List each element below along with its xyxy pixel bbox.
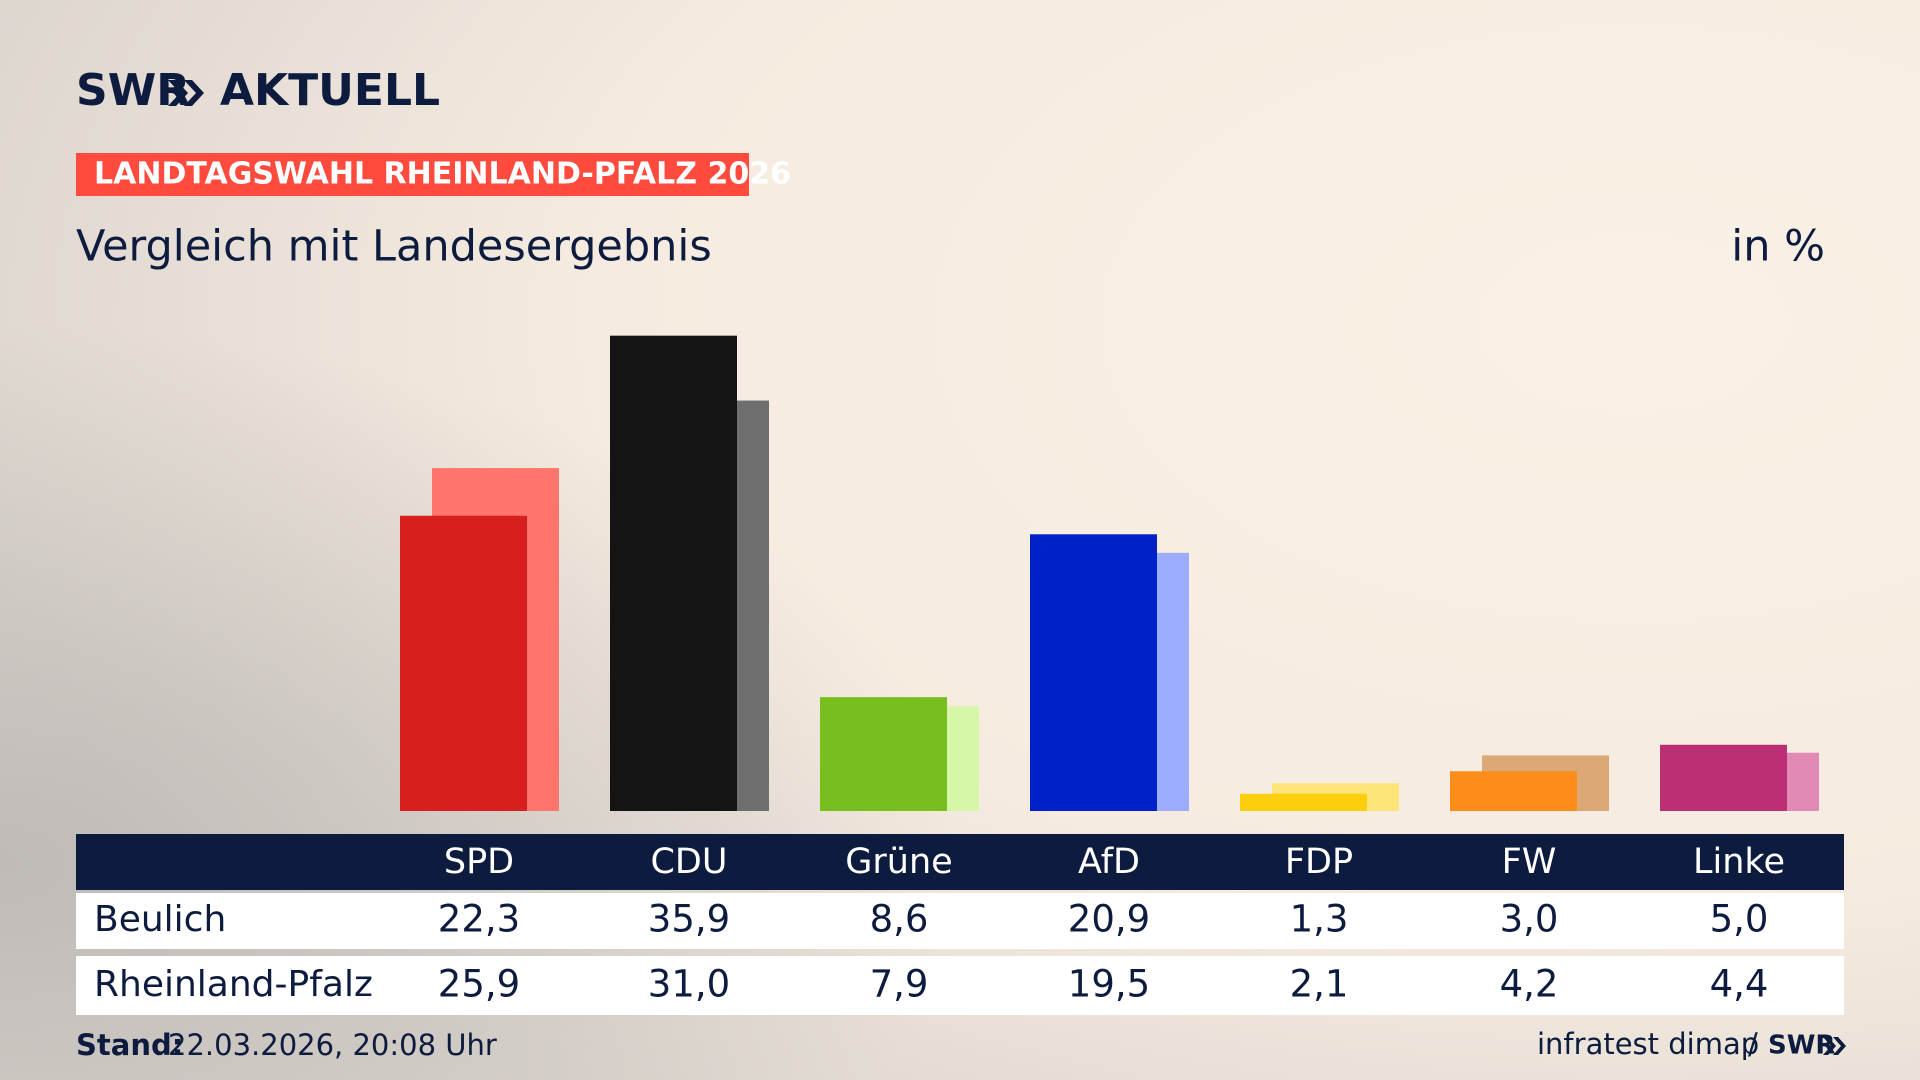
value-label: 4,4 [1710,963,1769,1006]
logo: SWR AKTUELL [76,65,440,116]
chart-title: Vergleich mit Landesergebnis [76,222,712,272]
legend-label: Beulich [94,899,226,940]
table-row [76,956,1844,1015]
value-label: 19,5 [1068,963,1150,1006]
category-label: FW [1502,842,1557,882]
value-label: 4,2 [1500,963,1559,1006]
legend-label: Rheinland-Pfalz [94,964,373,1005]
category-label: AfD [1078,842,1140,882]
value-label: 1,3 [1290,898,1349,941]
bar [820,697,947,811]
category-label: SPD [444,842,514,882]
value-label: 31,0 [648,963,730,1006]
logo-brand: SWR [76,65,190,116]
bar [1450,771,1577,811]
value-label: 2,1 [1290,963,1349,1006]
bar [1030,534,1157,811]
table-row [76,893,1844,949]
category-label: FDP [1285,842,1353,882]
source: infratest dimap [1537,1027,1759,1061]
footer-chevrons [1823,1037,1846,1055]
value-label: 25,9 [438,963,520,1006]
bar [400,515,527,811]
bar [1240,793,1367,811]
value-label: 3,0 [1500,898,1559,941]
logo-product: AKTUELL [220,65,440,116]
unit-label: in % [1731,222,1825,272]
stand-value: 22.03.2026, 20:08 Uhr [168,1028,497,1062]
bar [1660,744,1787,811]
category-label: CDU [650,842,727,882]
stand-label: Stand: [76,1028,183,1062]
footer: Stand: 22.03.2026, 20:08 Uhr infratest d… [76,1027,1846,1062]
value-label: 20,9 [1068,898,1150,941]
value-label: 5,0 [1710,898,1769,941]
value-label: 22,3 [438,898,520,941]
value-label: 8,6 [870,898,929,941]
category-label: Grüne [845,842,952,882]
badge-bg [76,153,749,196]
footer-logo: SWR [1768,1031,1835,1061]
category-label: Linke [1693,842,1785,882]
table-header [76,834,1844,890]
value-label: 35,9 [648,898,730,941]
separator: / [1748,1027,1758,1061]
logo-chevrons [168,80,204,106]
badge: LANDTAGSWAHL RHEINLAND-PFALZ 2026 [94,157,791,192]
value-label: 7,9 [870,963,929,1006]
bar [610,335,737,811]
